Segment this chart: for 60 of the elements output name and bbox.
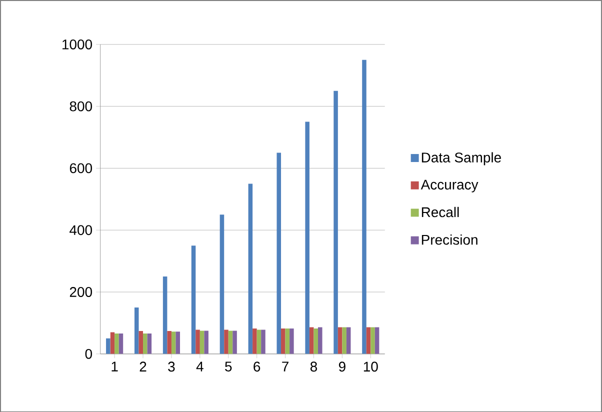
bar	[106, 338, 110, 354]
bar	[374, 327, 380, 354]
x-tick-label: 7	[282, 362, 288, 372]
bar	[256, 330, 262, 354]
bar	[305, 122, 310, 354]
x-tick-label: 6	[254, 362, 260, 372]
legend-label: Precision	[422, 234, 478, 245]
bar	[309, 327, 314, 354]
bar	[200, 330, 204, 354]
bar	[143, 333, 148, 354]
bar	[252, 328, 257, 354]
bar	[290, 328, 294, 354]
x-tick-label: 8	[310, 362, 318, 372]
bar	[281, 328, 286, 354]
bar	[228, 330, 233, 354]
bar	[114, 333, 119, 354]
y-tick-label: 0	[85, 348, 92, 359]
bar	[276, 152, 282, 354]
legend-label: Accuracy	[420, 180, 478, 192]
bar	[342, 327, 346, 354]
bar	[318, 327, 322, 354]
bar	[118, 333, 124, 354]
bar	[134, 307, 139, 354]
bar	[362, 60, 366, 354]
bar	[171, 331, 176, 354]
x-tick-label: 5	[225, 362, 232, 372]
legend-label: Recall	[422, 206, 459, 218]
y-tick-label: 800	[70, 101, 92, 112]
bar	[138, 330, 144, 354]
bar	[176, 331, 180, 354]
bar	[204, 330, 208, 354]
bar	[346, 327, 351, 354]
y-tick-label: 400	[70, 225, 92, 235]
bar	[196, 330, 200, 354]
y-tick-label: 600	[70, 163, 92, 174]
bar	[366, 327, 371, 354]
bar	[224, 330, 228, 354]
bar	[261, 330, 266, 354]
x-tick-label: 3	[168, 362, 175, 372]
bar	[167, 330, 172, 354]
bar	[147, 333, 152, 354]
bar	[162, 276, 168, 354]
bar	[314, 328, 318, 354]
y-tick-label: 200	[70, 286, 92, 297]
bar	[232, 330, 237, 354]
bar	[285, 328, 290, 354]
legend-label: Data Sample	[422, 152, 501, 166]
x-tick-label: 10	[364, 362, 378, 372]
bar	[370, 327, 375, 354]
bar	[110, 332, 115, 354]
x-tick-label: 2	[140, 362, 146, 372]
bar	[220, 214, 224, 354]
bar	[191, 245, 196, 354]
bar	[248, 184, 253, 354]
x-tick-label: 1	[112, 362, 118, 372]
x-tick-label: 4	[196, 362, 204, 372]
bar	[338, 327, 342, 354]
x-tick-label: 9	[338, 362, 346, 372]
y-tick-label: 1000	[62, 39, 92, 50]
bar	[334, 90, 338, 354]
